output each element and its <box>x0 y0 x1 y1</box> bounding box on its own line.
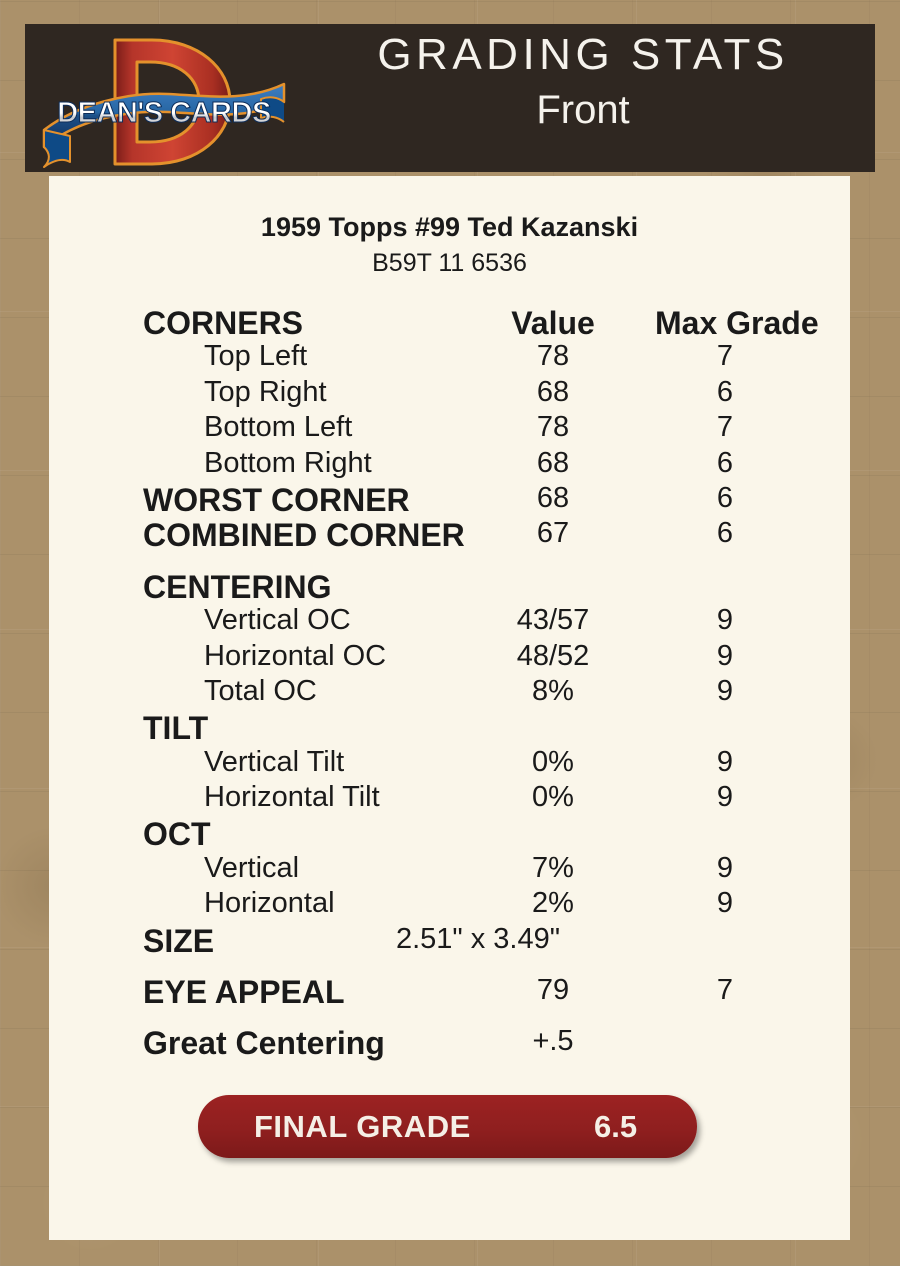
svg-text:DEAN'S CARDS: DEAN'S CARDS <box>57 97 271 129</box>
